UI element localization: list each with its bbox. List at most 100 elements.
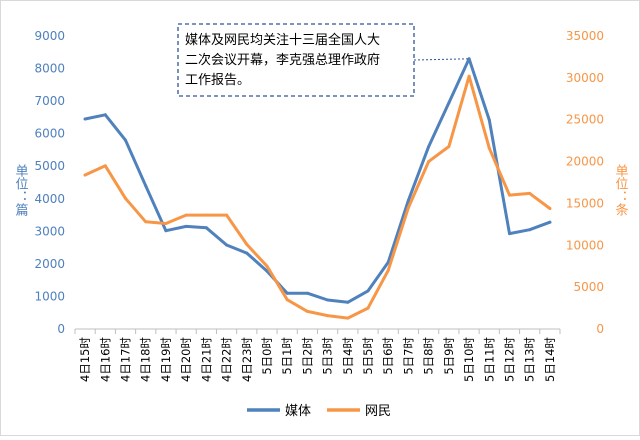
data-point [305, 309, 309, 313]
data-point [204, 213, 208, 217]
data-point [164, 229, 168, 233]
data-point [124, 138, 127, 142]
data-point [265, 269, 269, 273]
legend-item-media: 媒体 [247, 404, 311, 419]
y-right-tick-label: 10000 [566, 238, 604, 252]
data-point [124, 196, 127, 200]
annotation-callout: 媒体及网民均关注十三届全国人大 二次会议开幕，李克强总理作政府 工作报告。 [177, 23, 470, 97]
data-point [386, 268, 390, 272]
data-point [184, 213, 188, 217]
x-tick-label: 4日20时 [179, 337, 193, 382]
data-point [225, 243, 229, 247]
annotation-line-1: 媒体及网民均关注十三届全国人大 [185, 32, 380, 48]
y-axis-right: 0 5000 10000 15000 20000 25000 30000 35000 [566, 29, 604, 336]
y-left-tick-label: 4000 [34, 192, 65, 206]
y-left-tick-label: 2000 [34, 257, 65, 271]
data-point [467, 57, 471, 61]
x-tick-label: 5日0时 [260, 337, 274, 375]
x-tick-label: 4日23时 [240, 337, 254, 382]
data-point [204, 226, 208, 230]
y-axis-left: 0 1000 2000 3000 4000 5000 6000 7000 8000 9000 [34, 29, 65, 336]
x-tick-label: 5日8时 [422, 337, 436, 375]
data-point [326, 298, 330, 302]
series-line-netizens [83, 74, 552, 320]
data-point [346, 316, 350, 320]
annotation-box [177, 23, 415, 97]
x-tick-label: 5日14时 [543, 337, 557, 382]
x-tick-label: 4日22时 [220, 337, 234, 382]
y-left-tick-label: 5000 [34, 159, 65, 173]
data-point [548, 220, 552, 224]
x-tick-label: 4日21时 [199, 337, 213, 382]
legend-item-netizens: 网民 [327, 404, 391, 419]
y-right-tick-label: 30000 [566, 71, 604, 85]
y-axis-left-title: 单位：篇 [13, 164, 29, 216]
legend-label-netizens: 网民 [365, 404, 391, 419]
legend: 媒体 网民 [247, 404, 391, 419]
data-point [285, 291, 289, 295]
annotation-line-3: 工作报告。 [185, 73, 250, 88]
x-axis: 4日15时 4日16时 4日17时 4日18时 4日19时 4日20时 4日21时 4日22时… [74, 328, 561, 382]
data-point [447, 101, 451, 105]
y-axis-right-title: 单位：条 [613, 164, 629, 216]
x-tick-label: 4日17时 [119, 337, 133, 382]
x-tick-label: 5日7时 [401, 337, 415, 375]
data-point [164, 222, 168, 225]
data-point [487, 146, 491, 150]
x-tick-label: 4日19时 [159, 337, 173, 382]
data-point [245, 242, 249, 246]
annotation-leader-line [413, 58, 470, 61]
x-tick-label: 5日1时 [280, 337, 294, 375]
data-point [508, 232, 511, 236]
data-point [83, 173, 87, 177]
y-right-tick-label: 35000 [566, 29, 604, 43]
data-point [487, 118, 491, 122]
x-tick-label: 5日4时 [341, 337, 355, 375]
x-tick-label: 4日15时 [78, 337, 92, 382]
data-point [225, 213, 229, 217]
x-tick-label: 5日10时 [462, 337, 476, 382]
annotation-line-2: 二次会议开幕，李克强总理作政府 [185, 52, 380, 68]
y-left-tick-label: 6000 [34, 127, 65, 141]
legend-label-media: 媒体 [285, 404, 311, 419]
data-point [184, 224, 188, 228]
data-point [508, 193, 511, 197]
data-point [144, 220, 148, 224]
y-left-tick-label: 8000 [34, 62, 65, 76]
x-tick-label: 5日6时 [381, 337, 395, 375]
data-point [245, 251, 249, 255]
y-right-tick-label: 25000 [566, 113, 604, 127]
data-point [83, 117, 87, 121]
y-left-tick-label: 7000 [34, 94, 65, 108]
y-right-tick-label: 5000 [573, 280, 604, 294]
y-left-tick-label: 9000 [34, 29, 65, 43]
data-point [265, 264, 269, 268]
data-point [467, 74, 471, 78]
y-left-tick-label: 1000 [34, 289, 65, 303]
x-tick-label: 4日18时 [139, 337, 153, 382]
data-point [528, 228, 532, 232]
data-point [427, 160, 431, 164]
x-tick-label: 5日11时 [482, 337, 496, 382]
data-point [447, 145, 451, 148]
data-point [285, 298, 289, 302]
data-point [386, 260, 390, 264]
x-tick-label: 5日5时 [361, 337, 375, 375]
x-tick-label: 5日2时 [300, 337, 314, 375]
data-point [103, 113, 107, 117]
x-tick-label: 5日13时 [523, 337, 537, 382]
x-tick-label: 4日16时 [98, 337, 112, 382]
data-point [144, 184, 148, 188]
y-right-tick-label: 15000 [566, 196, 604, 210]
data-point [305, 291, 309, 295]
data-point [528, 191, 532, 195]
series-layer [83, 57, 552, 320]
data-point [427, 145, 431, 149]
data-point [366, 306, 370, 310]
data-point [366, 289, 370, 293]
data-point [326, 314, 330, 318]
x-tick-label: 5日3时 [321, 337, 335, 375]
data-point [346, 300, 350, 304]
